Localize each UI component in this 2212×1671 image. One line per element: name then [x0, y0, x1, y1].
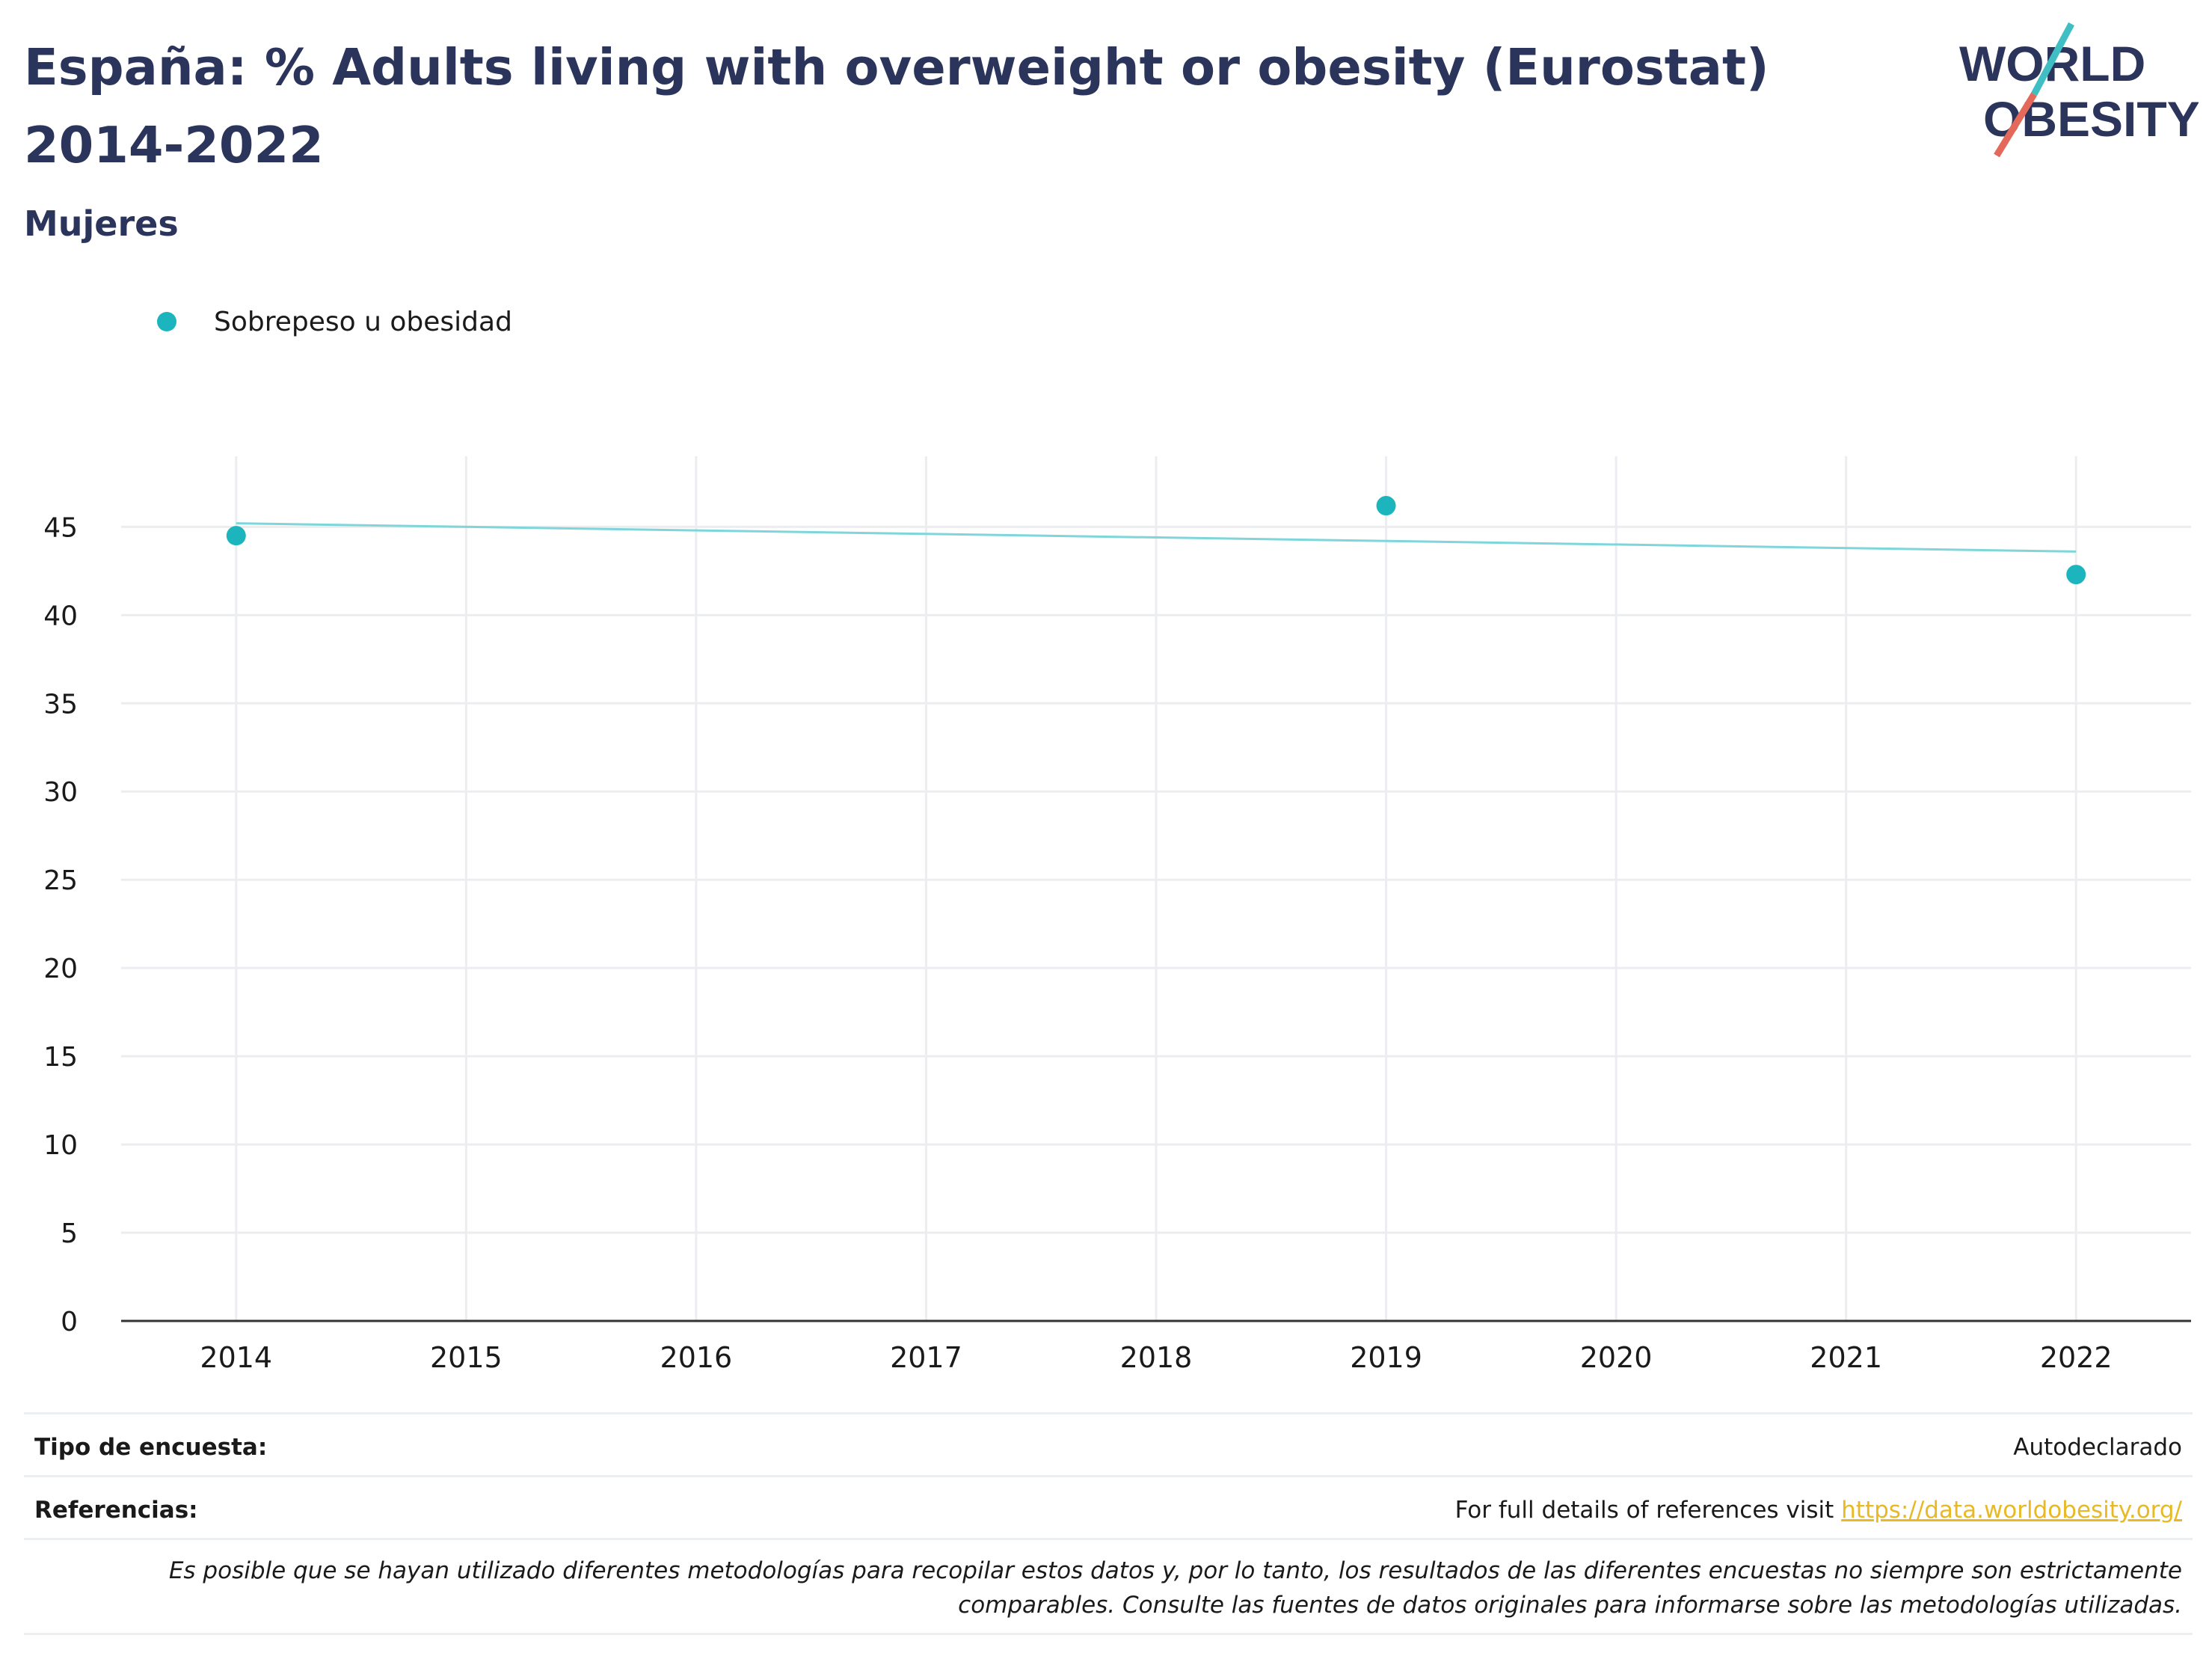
y-tick-label: 10: [43, 1130, 78, 1161]
methodology-note: Es posible que se hayan utilizado difere…: [168, 1557, 2182, 1619]
x-tick-label: 2019: [1350, 1341, 1422, 1374]
y-tick-label: 5: [61, 1218, 78, 1249]
x-tick-label: 2017: [890, 1341, 962, 1374]
references-row: Referencias: For full details of referen…: [24, 1475, 2193, 1540]
logo-teal-stroke: [2031, 22, 2074, 96]
y-tick-label: 35: [43, 689, 78, 720]
x-tick-label: 2022: [2040, 1341, 2113, 1374]
data-point: [226, 526, 246, 546]
logo-red-stroke: [1994, 92, 2037, 157]
data-point: [1376, 496, 1396, 516]
legend[interactable]: Sobrepeso u obesidad: [157, 299, 512, 344]
x-tick-label: 2021: [1810, 1341, 1882, 1374]
scatter-chart: 0 5 10 15 20 25 30 35 40 45 2014 2015 2016 2017 2018 20…: [43, 456, 2191, 1374]
y-tick-label: 40: [43, 601, 78, 631]
trend-line: [236, 522, 2077, 553]
y-tick-label: 30: [43, 777, 78, 808]
legend-marker: [157, 312, 176, 331]
y-tick-label: 25: [43, 865, 78, 896]
y-tick-label: 15: [43, 1042, 78, 1073]
references-label: Referencias:: [34, 1497, 198, 1524]
world-obesity-logo: WORLD OBESITY: [1959, 22, 2199, 157]
references-value: For full details of references visit htt…: [1455, 1497, 2182, 1524]
chart-title: España: % Adults living with overweight …: [24, 38, 1769, 174]
data-point: [2066, 565, 2086, 585]
survey-type-value: Autodeclarado: [2013, 1434, 2182, 1461]
chart-subtitle: Mujeres: [24, 203, 179, 244]
references-link[interactable]: https://data.worldobesity.org/: [1841, 1497, 2182, 1524]
x-tick-label: 2020: [1580, 1341, 1653, 1374]
survey-type-label: Tipo de encuesta:: [34, 1434, 268, 1461]
y-tick-label: 45: [43, 512, 78, 543]
references-text: For full details of references visit: [1454, 1497, 1842, 1524]
legend-label: Sobrepeso u obesidad: [214, 306, 512, 337]
y-tick-label: 20: [43, 954, 78, 984]
x-tick-label: 2015: [430, 1341, 503, 1374]
y-tick-label: 0: [61, 1307, 78, 1337]
x-tick-label: 2016: [660, 1341, 733, 1374]
survey-type-row: Tipo de encuesta: Autodeclarado: [24, 1412, 2193, 1477]
x-tick-label: 2018: [1120, 1341, 1193, 1374]
methodology-note-row: Es posible que se hayan utilizado difere…: [24, 1538, 2193, 1635]
x-tick-label: 2014: [200, 1341, 272, 1374]
